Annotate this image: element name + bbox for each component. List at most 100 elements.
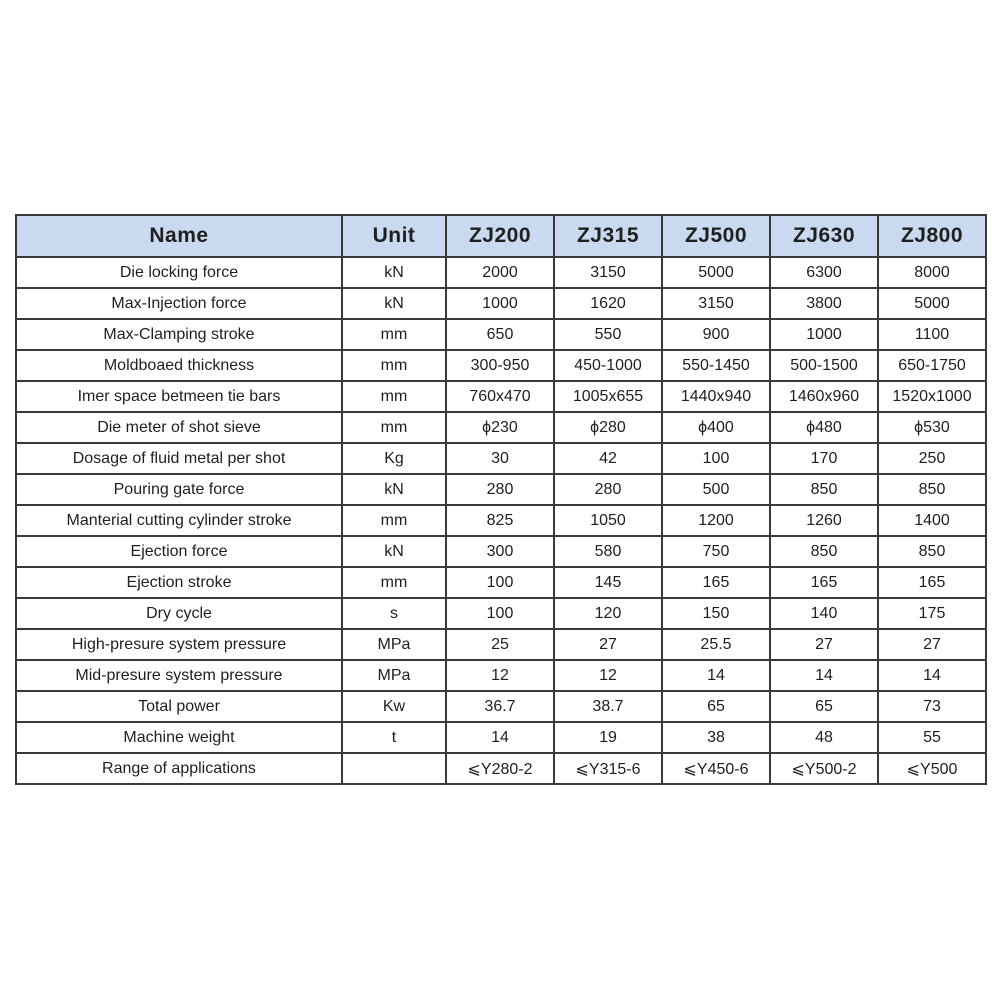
unit-cell: mm bbox=[341, 566, 447, 599]
value-cell: 900 bbox=[661, 318, 771, 351]
value-cell: 580 bbox=[553, 535, 663, 568]
value-cell: 27 bbox=[769, 628, 879, 661]
value-cell: 1260 bbox=[769, 504, 879, 537]
unit-cell: mm bbox=[341, 380, 447, 413]
table-row: Machine weight t 14 19 38 48 55 bbox=[15, 721, 987, 754]
value-cell: 850 bbox=[877, 473, 987, 506]
spec-name-cell: Manterial cutting cylinder stroke bbox=[15, 504, 343, 537]
table-body: Die locking force kN 2000 3150 5000 6300 8000 M… bbox=[15, 256, 987, 785]
value-cell: 14 bbox=[769, 659, 879, 692]
value-cell: 850 bbox=[769, 535, 879, 568]
value-cell: 12 bbox=[553, 659, 663, 692]
value-cell: 1200 bbox=[661, 504, 771, 537]
unit-cell bbox=[341, 752, 447, 785]
value-cell: 73 bbox=[877, 690, 987, 723]
table-row: Mid-presure system pressure MPa 12 12 14 14 14 bbox=[15, 659, 987, 692]
spec-name-cell: Max-Clamping stroke bbox=[15, 318, 343, 351]
value-cell: 140 bbox=[769, 597, 879, 630]
value-cell: 100 bbox=[445, 566, 555, 599]
value-cell: 165 bbox=[877, 566, 987, 599]
column-header-zj800: ZJ800 bbox=[877, 214, 987, 258]
table-row: Imer space betmeen tie bars mm 760x470 1005… bbox=[15, 380, 987, 413]
value-cell: 760x470 bbox=[445, 380, 555, 413]
value-cell: 1400 bbox=[877, 504, 987, 537]
spec-name-cell: High-presure system pressure bbox=[15, 628, 343, 661]
column-header-unit: Unit bbox=[341, 214, 447, 258]
value-cell: 300-950 bbox=[445, 349, 555, 382]
table-row: Moldboaed thickness mm 300-950 450-1000 550-… bbox=[15, 349, 987, 382]
value-cell: 1050 bbox=[553, 504, 663, 537]
machine-spec-table: Name Unit ZJ200 ZJ315 ZJ500 ZJ630 ZJ800 Die lo… bbox=[15, 214, 987, 785]
spec-name-cell: Ejection stroke bbox=[15, 566, 343, 599]
unit-cell: Kw bbox=[341, 690, 447, 723]
value-cell: 25.5 bbox=[661, 628, 771, 661]
value-cell: ϕ400 bbox=[661, 411, 771, 444]
value-cell: 14 bbox=[445, 721, 555, 754]
unit-cell: mm bbox=[341, 318, 447, 351]
value-cell: 550-1450 bbox=[661, 349, 771, 382]
spec-name-cell: Imer space betmeen tie bars bbox=[15, 380, 343, 413]
value-cell: 6300 bbox=[769, 256, 879, 289]
spec-name-cell: Moldboaed thickness bbox=[15, 349, 343, 382]
value-cell: 55 bbox=[877, 721, 987, 754]
value-cell: 1620 bbox=[553, 287, 663, 320]
value-cell: ⩽Y315-6 bbox=[553, 752, 663, 785]
value-cell: 165 bbox=[769, 566, 879, 599]
unit-cell: kN bbox=[341, 256, 447, 289]
unit-cell: mm bbox=[341, 349, 447, 382]
value-cell: 850 bbox=[877, 535, 987, 568]
unit-cell: kN bbox=[341, 535, 447, 568]
value-cell: 100 bbox=[445, 597, 555, 630]
value-cell: 3150 bbox=[553, 256, 663, 289]
value-cell: 48 bbox=[769, 721, 879, 754]
value-cell: 8000 bbox=[877, 256, 987, 289]
value-cell: 250 bbox=[877, 442, 987, 475]
column-header-zj630: ZJ630 bbox=[769, 214, 879, 258]
value-cell: 27 bbox=[877, 628, 987, 661]
value-cell: 300 bbox=[445, 535, 555, 568]
value-cell: 1000 bbox=[445, 287, 555, 320]
value-cell: ⩽Y500-2 bbox=[769, 752, 879, 785]
spec-name-cell: Machine weight bbox=[15, 721, 343, 754]
value-cell: 12 bbox=[445, 659, 555, 692]
value-cell: 25 bbox=[445, 628, 555, 661]
value-cell: 5000 bbox=[877, 287, 987, 320]
header-row: Name Unit ZJ200 ZJ315 ZJ500 ZJ630 ZJ800 bbox=[15, 214, 987, 258]
value-cell: 500 bbox=[661, 473, 771, 506]
unit-cell: MPa bbox=[341, 659, 447, 692]
unit-cell: kN bbox=[341, 287, 447, 320]
value-cell: ϕ530 bbox=[877, 411, 987, 444]
column-header-zj315: ZJ315 bbox=[553, 214, 663, 258]
value-cell: ϕ480 bbox=[769, 411, 879, 444]
value-cell: 850 bbox=[769, 473, 879, 506]
table-row: Ejection stroke mm 100 145 165 165 165 bbox=[15, 566, 987, 599]
table-row: Max-Injection force kN 1000 1620 3150 3800 500… bbox=[15, 287, 987, 320]
value-cell: ϕ280 bbox=[553, 411, 663, 444]
unit-cell: s bbox=[341, 597, 447, 630]
value-cell: ⩽Y280-2 bbox=[445, 752, 555, 785]
value-cell: 175 bbox=[877, 597, 987, 630]
value-cell: 1005x655 bbox=[553, 380, 663, 413]
spec-name-cell: Dosage of fluid metal per shot bbox=[15, 442, 343, 475]
value-cell: 42 bbox=[553, 442, 663, 475]
column-header-zj200: ZJ200 bbox=[445, 214, 555, 258]
table-row: High-presure system pressure MPa 25 27 25.5 2… bbox=[15, 628, 987, 661]
value-cell: 2000 bbox=[445, 256, 555, 289]
table-row: Dosage of fluid metal per shot Kg 30 42 100 1… bbox=[15, 442, 987, 475]
value-cell: 30 bbox=[445, 442, 555, 475]
value-cell: 750 bbox=[661, 535, 771, 568]
spec-table-container: Name Unit ZJ200 ZJ315 ZJ500 ZJ630 ZJ800 Die lo… bbox=[15, 214, 987, 785]
spec-name-cell: Max-Injection force bbox=[15, 287, 343, 320]
spec-name-cell: Range of applications bbox=[15, 752, 343, 785]
value-cell: 27 bbox=[553, 628, 663, 661]
value-cell: ⩽Y450-6 bbox=[661, 752, 771, 785]
value-cell: 145 bbox=[553, 566, 663, 599]
unit-cell: MPa bbox=[341, 628, 447, 661]
spec-name-cell: Dry cycle bbox=[15, 597, 343, 630]
unit-cell: Kg bbox=[341, 442, 447, 475]
value-cell: 120 bbox=[553, 597, 663, 630]
unit-cell: mm bbox=[341, 411, 447, 444]
value-cell: 65 bbox=[661, 690, 771, 723]
value-cell: 280 bbox=[445, 473, 555, 506]
